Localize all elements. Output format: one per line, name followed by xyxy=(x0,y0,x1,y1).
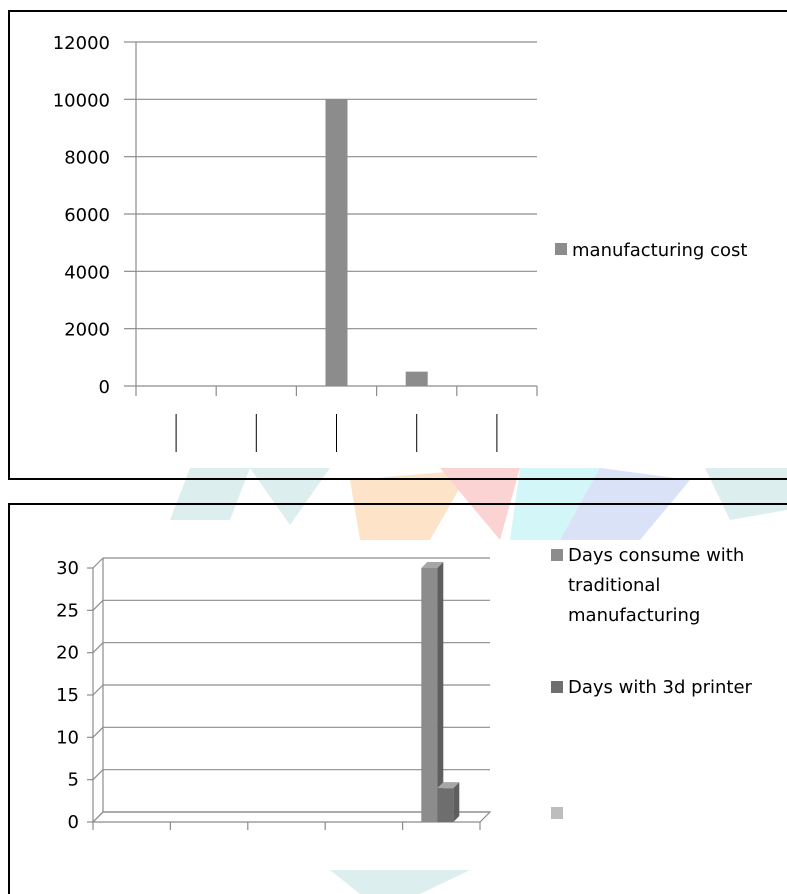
chart-manufacturing-cost: 0 2000 4000 6000 8000 10000 12000 manufacturing… xyxy=(53,33,747,452)
y-tick-label: 20 xyxy=(56,643,79,664)
gridline-depth xyxy=(92,642,104,654)
bar-side xyxy=(453,782,460,822)
gridline-depth xyxy=(92,599,104,611)
chart-panel-days xyxy=(8,503,787,894)
bar-side xyxy=(437,562,444,822)
y-tick-label: 2000 xyxy=(64,320,110,341)
legend-swatch xyxy=(555,243,567,255)
gridline-depth xyxy=(92,557,104,569)
bar-top xyxy=(421,562,444,568)
floor xyxy=(91,811,492,823)
legend-label: Days with 3d printer xyxy=(568,677,753,698)
legend-label: manufacturing cost xyxy=(572,240,747,261)
y-tick-label: 10000 xyxy=(53,90,110,111)
bar xyxy=(325,99,348,386)
gridline-depth xyxy=(92,684,104,696)
legend-swatch xyxy=(551,549,563,561)
chart-panel-manufacturing-cost xyxy=(8,10,787,480)
y-tick-label: 8000 xyxy=(64,148,110,169)
y-tick-label: 0 xyxy=(99,377,110,398)
y-tick-label: 5 xyxy=(68,770,79,791)
y-tick-label: 6000 xyxy=(64,205,110,226)
legend-swatch xyxy=(551,807,563,819)
legend-label: manufacturing xyxy=(568,605,700,626)
legend-label: Days consume with xyxy=(568,545,744,566)
bar xyxy=(437,788,454,822)
bar-top xyxy=(437,782,460,789)
chart-days: 0 5 10 15 20 25 30 Days consume with traditional… xyxy=(56,545,752,833)
y-tick-label: 12000 xyxy=(53,33,110,54)
y-tick-label: 30 xyxy=(56,558,79,579)
y-tick-label: 10 xyxy=(56,727,79,748)
legend-label: traditional xyxy=(568,575,660,596)
bar xyxy=(421,568,438,822)
gridline-depth xyxy=(92,726,104,738)
legend-swatch xyxy=(551,681,563,693)
y-tick-label: 25 xyxy=(56,600,79,621)
y-tick-label: 0 xyxy=(68,812,79,833)
y-tick-label: 15 xyxy=(56,685,79,706)
bar xyxy=(405,371,428,386)
y-tick-label: 4000 xyxy=(64,262,110,283)
gridline-depth xyxy=(92,769,104,781)
